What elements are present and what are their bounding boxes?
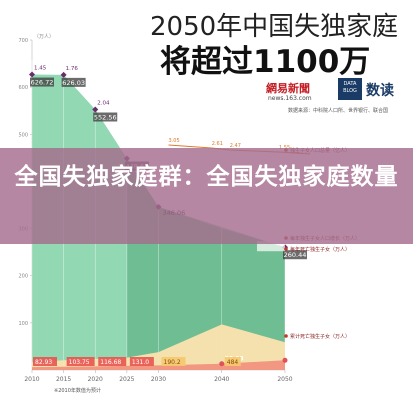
y-tick-label: 200: [18, 274, 28, 280]
only-child-total-label-bg: [30, 77, 54, 87]
only-child-total-label: 260.44: [284, 251, 307, 259]
cumulative-deaths-label: 484: [227, 359, 239, 366]
series-area-cumulative-deaths: [32, 324, 285, 370]
data-source: 数据来源：中科院人口所、世界银行、联合国: [288, 108, 389, 114]
annual-deaths-marker: [219, 361, 225, 367]
legend-label: 累计死亡独生子女（万人）: [290, 333, 350, 340]
legend-label: 每年死亡独生子女（万人）: [290, 246, 350, 253]
top-trend-label: 3.05: [169, 138, 180, 144]
x-tick-label: 2010: [24, 376, 39, 383]
legend-swatch: [284, 247, 288, 251]
only-child-total-label-bg: [61, 77, 86, 87]
cumulative-deaths-label: 190.2: [164, 359, 181, 366]
only-child-population-label: 1.45: [34, 66, 47, 72]
top-trend-label: 2.61: [212, 141, 223, 147]
datablog-box: DATA BLOG: [338, 78, 362, 100]
datablog-logo: DATA BLOG 数读: [338, 78, 408, 100]
x-tick-label: 2030: [151, 376, 166, 383]
only-child-total-marker: [60, 71, 67, 78]
series-area-annual-deaths: [32, 360, 285, 370]
only-child-population-label: 1.76: [66, 66, 79, 72]
end-label-bg: [257, 241, 285, 252]
annual-deaths-marker: [282, 357, 288, 363]
y-tick-label: 600: [18, 85, 28, 91]
only-child-total-marker: [29, 71, 35, 78]
cumulative-deaths-label-bg: [129, 357, 154, 366]
netease-url: news.163.com: [268, 95, 312, 102]
cumulative-deaths-label: 131.0: [132, 359, 149, 366]
y-tick-label: 500: [18, 132, 28, 138]
only-child-total-label: 552.56: [94, 114, 117, 122]
top-trend-label: 2.47: [230, 143, 241, 149]
only-child-population-label: 2.04: [97, 101, 110, 107]
headline-overlay-band: [0, 148, 413, 244]
annual-deaths-label: 58.77: [288, 352, 307, 359]
x-tick-label: 2040: [214, 376, 229, 383]
x-tick-label: 2015: [56, 376, 71, 383]
chart-title-line-2: 将超过1100万: [160, 44, 371, 80]
only-child-total-label: 626.72: [31, 79, 54, 87]
cumulative-deaths-label: 103.75: [69, 359, 90, 366]
y-tick-label: 700: [18, 38, 28, 44]
cumulative-deaths-label: 116.68: [100, 359, 121, 366]
cumulative-deaths-label-bg: [98, 357, 127, 366]
datablog-word: 数读: [366, 83, 394, 99]
cumulative-deaths-label: 82.93: [35, 359, 52, 366]
chart-title-line-1: 2050年中国失独家庭: [150, 12, 399, 42]
x-tick-label: 2025: [119, 376, 134, 383]
legend-swatch: [284, 334, 288, 338]
only-child-total-label-bg: [93, 112, 118, 122]
cumulative-deaths-label-bg: [66, 357, 95, 366]
only-child-total-label: 626.03: [62, 79, 85, 87]
chart-footnote: ※2010年数值为预计: [54, 388, 101, 394]
y-tick-label: 100: [18, 321, 28, 327]
cumulative-deaths-label-bg: [161, 357, 186, 366]
only-child-total-label-bg: [283, 250, 307, 260]
headline-overlay-text: 全国失独家庭群：全国失独家庭数量: [14, 164, 399, 190]
cumulative-deaths-label-bg: [224, 357, 241, 366]
x-tick-label: 2020: [88, 376, 103, 383]
only-child-total-marker: [92, 106, 99, 113]
x-tick-label: 2050: [277, 376, 292, 383]
y-axis-unit: （万人）: [34, 34, 54, 40]
netease-logo: 網易新聞: [266, 82, 310, 95]
cumulative-deaths-label-bg: [33, 357, 57, 366]
